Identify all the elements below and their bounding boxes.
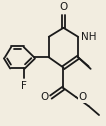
Text: F: F — [21, 81, 27, 91]
Text: NH: NH — [81, 32, 96, 42]
Text: O: O — [59, 2, 68, 12]
Text: O: O — [79, 92, 87, 102]
Text: O: O — [40, 92, 48, 102]
